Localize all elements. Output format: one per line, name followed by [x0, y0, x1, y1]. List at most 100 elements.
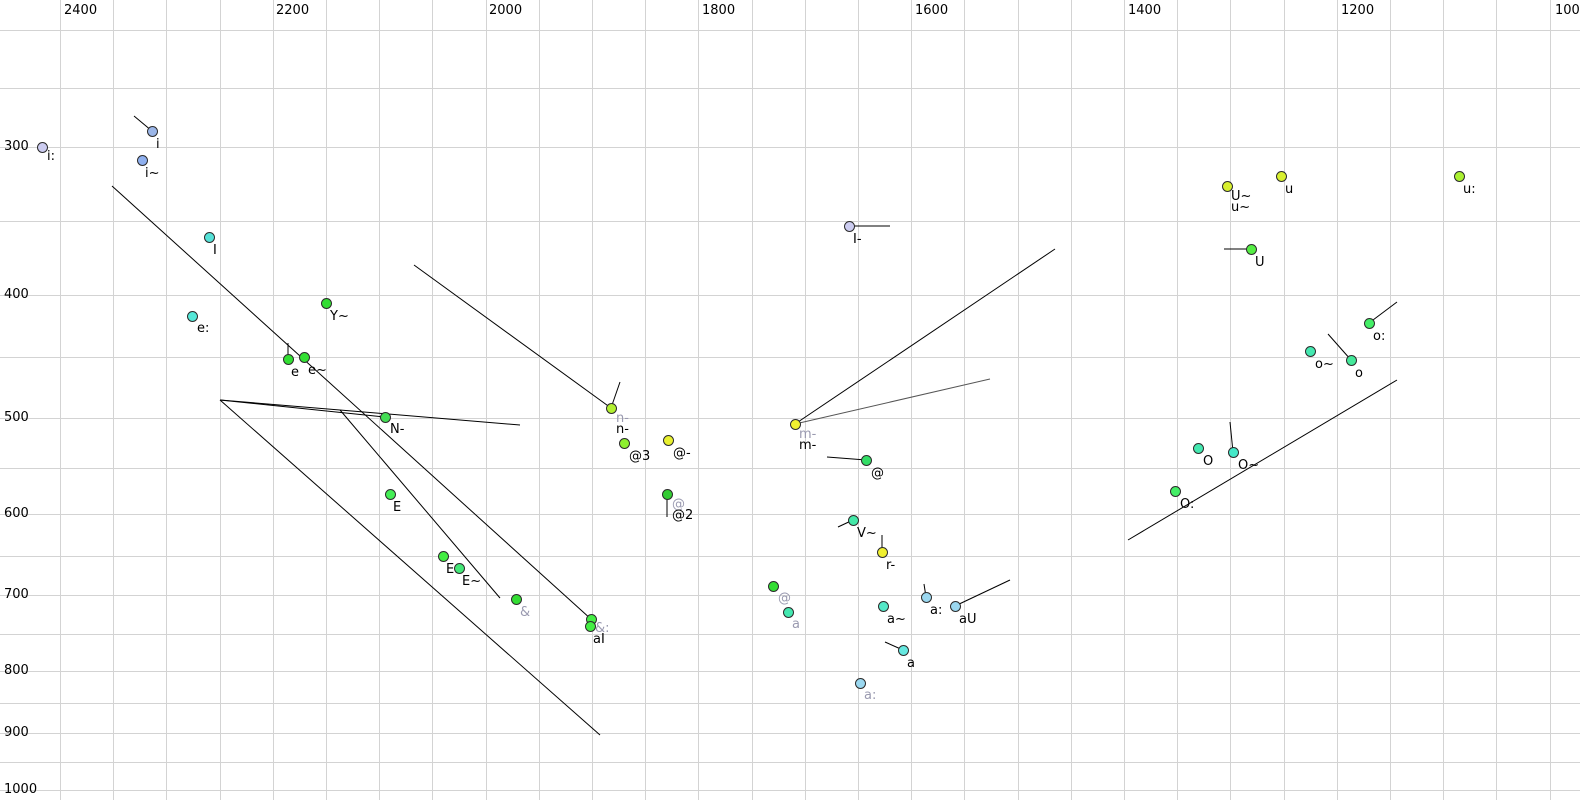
data-point[interactable] [854, 677, 866, 689]
data-point[interactable] [384, 488, 396, 500]
data-point-label: O: [1180, 497, 1195, 512]
gridline-horizontal [0, 357, 1580, 358]
gridline-vertical [1337, 0, 1338, 800]
data-point-label: N- [390, 422, 405, 437]
data-point[interactable] [510, 593, 522, 605]
data-point-label: a: [864, 688, 877, 703]
data-point[interactable] [949, 600, 961, 612]
gridline-vertical [379, 0, 380, 800]
gridline-vertical [1550, 0, 1551, 800]
trajectory-line [413, 264, 612, 409]
gridline-horizontal [0, 790, 1580, 791]
data-point[interactable] [36, 141, 48, 153]
data-point[interactable] [1245, 243, 1257, 255]
data-point[interactable] [877, 600, 889, 612]
data-point-label: n- [616, 422, 629, 437]
gridline-horizontal [0, 634, 1580, 635]
data-point-label: e~ [308, 363, 327, 378]
y-tick-label: 700 [4, 587, 29, 602]
data-point[interactable] [437, 550, 449, 562]
data-point[interactable] [662, 434, 674, 446]
data-point-label: @ [778, 591, 791, 606]
data-point-label: @2 [672, 508, 694, 523]
data-point[interactable] [1453, 170, 1465, 182]
data-point[interactable] [1345, 354, 1357, 366]
data-point-label: & [520, 605, 531, 620]
x-tick-label: 1800 [702, 3, 736, 18]
data-point[interactable] [379, 411, 391, 423]
data-point[interactable] [136, 154, 148, 166]
data-point-label: U [1255, 255, 1265, 270]
data-point-label: @- [673, 446, 691, 461]
data-point-label: o: [1373, 329, 1386, 344]
gridline-vertical [645, 0, 646, 800]
data-point-label: i: [47, 149, 55, 164]
data-point[interactable] [584, 620, 596, 632]
data-point[interactable] [320, 297, 332, 309]
data-point[interactable] [203, 231, 215, 243]
data-point-label: a [907, 656, 915, 671]
y-tick-label: 1000 [4, 782, 38, 797]
data-point[interactable] [920, 591, 932, 603]
gridline-vertical [1177, 0, 1178, 800]
data-point[interactable] [661, 488, 673, 500]
data-point-label: u: [1463, 182, 1476, 197]
data-point[interactable] [1227, 446, 1239, 458]
data-point[interactable] [1363, 317, 1375, 329]
data-point-label: aI [593, 632, 605, 647]
gridline-horizontal [0, 703, 1580, 704]
data-point[interactable] [1304, 345, 1316, 357]
data-point[interactable] [860, 454, 872, 466]
x-tick-label: 2400 [64, 3, 98, 18]
y-tick-label: 800 [4, 663, 29, 678]
data-point[interactable] [186, 310, 198, 322]
data-point[interactable] [847, 514, 859, 526]
data-point[interactable] [282, 353, 294, 365]
data-point[interactable] [767, 580, 779, 592]
data-point[interactable] [789, 418, 801, 430]
gridline-vertical [964, 0, 965, 800]
gridline-horizontal [0, 221, 1580, 222]
data-point[interactable] [605, 402, 617, 414]
data-point[interactable] [146, 125, 158, 137]
data-point-label: a~ [887, 612, 906, 627]
trajectory-line [794, 248, 1056, 425]
data-point-label: e [291, 365, 299, 380]
data-point-label: @ [672, 497, 685, 512]
gridline-vertical [273, 0, 274, 800]
data-point[interactable] [782, 606, 794, 618]
gridline-vertical [113, 0, 114, 800]
data-point[interactable] [1169, 485, 1181, 497]
gridline-horizontal [0, 595, 1580, 596]
trajectory-line [219, 399, 386, 418]
data-point-label: E~ [462, 574, 482, 589]
data-point[interactable] [876, 546, 888, 558]
data-point[interactable] [298, 351, 310, 363]
gridline-vertical [326, 0, 327, 800]
data-point-label: @3 [629, 449, 651, 464]
data-point[interactable] [1192, 442, 1204, 454]
data-point-label: m- [799, 438, 817, 453]
data-point[interactable] [1275, 170, 1287, 182]
data-point-label: V~ [857, 526, 877, 541]
data-point[interactable] [897, 644, 909, 656]
data-point-label: O~ [1238, 458, 1260, 473]
data-point[interactable] [618, 437, 630, 449]
data-point-label: r- [886, 558, 896, 573]
gridline-vertical [1071, 0, 1072, 800]
y-tick-label: 500 [4, 410, 29, 425]
gridline-horizontal [0, 762, 1580, 763]
x-tick-label: 1200 [1341, 3, 1375, 18]
gridline-vertical [539, 0, 540, 800]
data-point[interactable] [1221, 180, 1233, 192]
data-point[interactable] [453, 562, 465, 574]
data-point-label: u [1285, 182, 1294, 197]
data-point-label: i [156, 137, 160, 152]
gridline-vertical [220, 0, 221, 800]
data-point[interactable] [843, 220, 855, 232]
x-tick-label: 1000 [1555, 3, 1580, 18]
gridline-horizontal [0, 468, 1580, 469]
gridline-horizontal [0, 733, 1580, 734]
trajectory-line [219, 399, 521, 426]
